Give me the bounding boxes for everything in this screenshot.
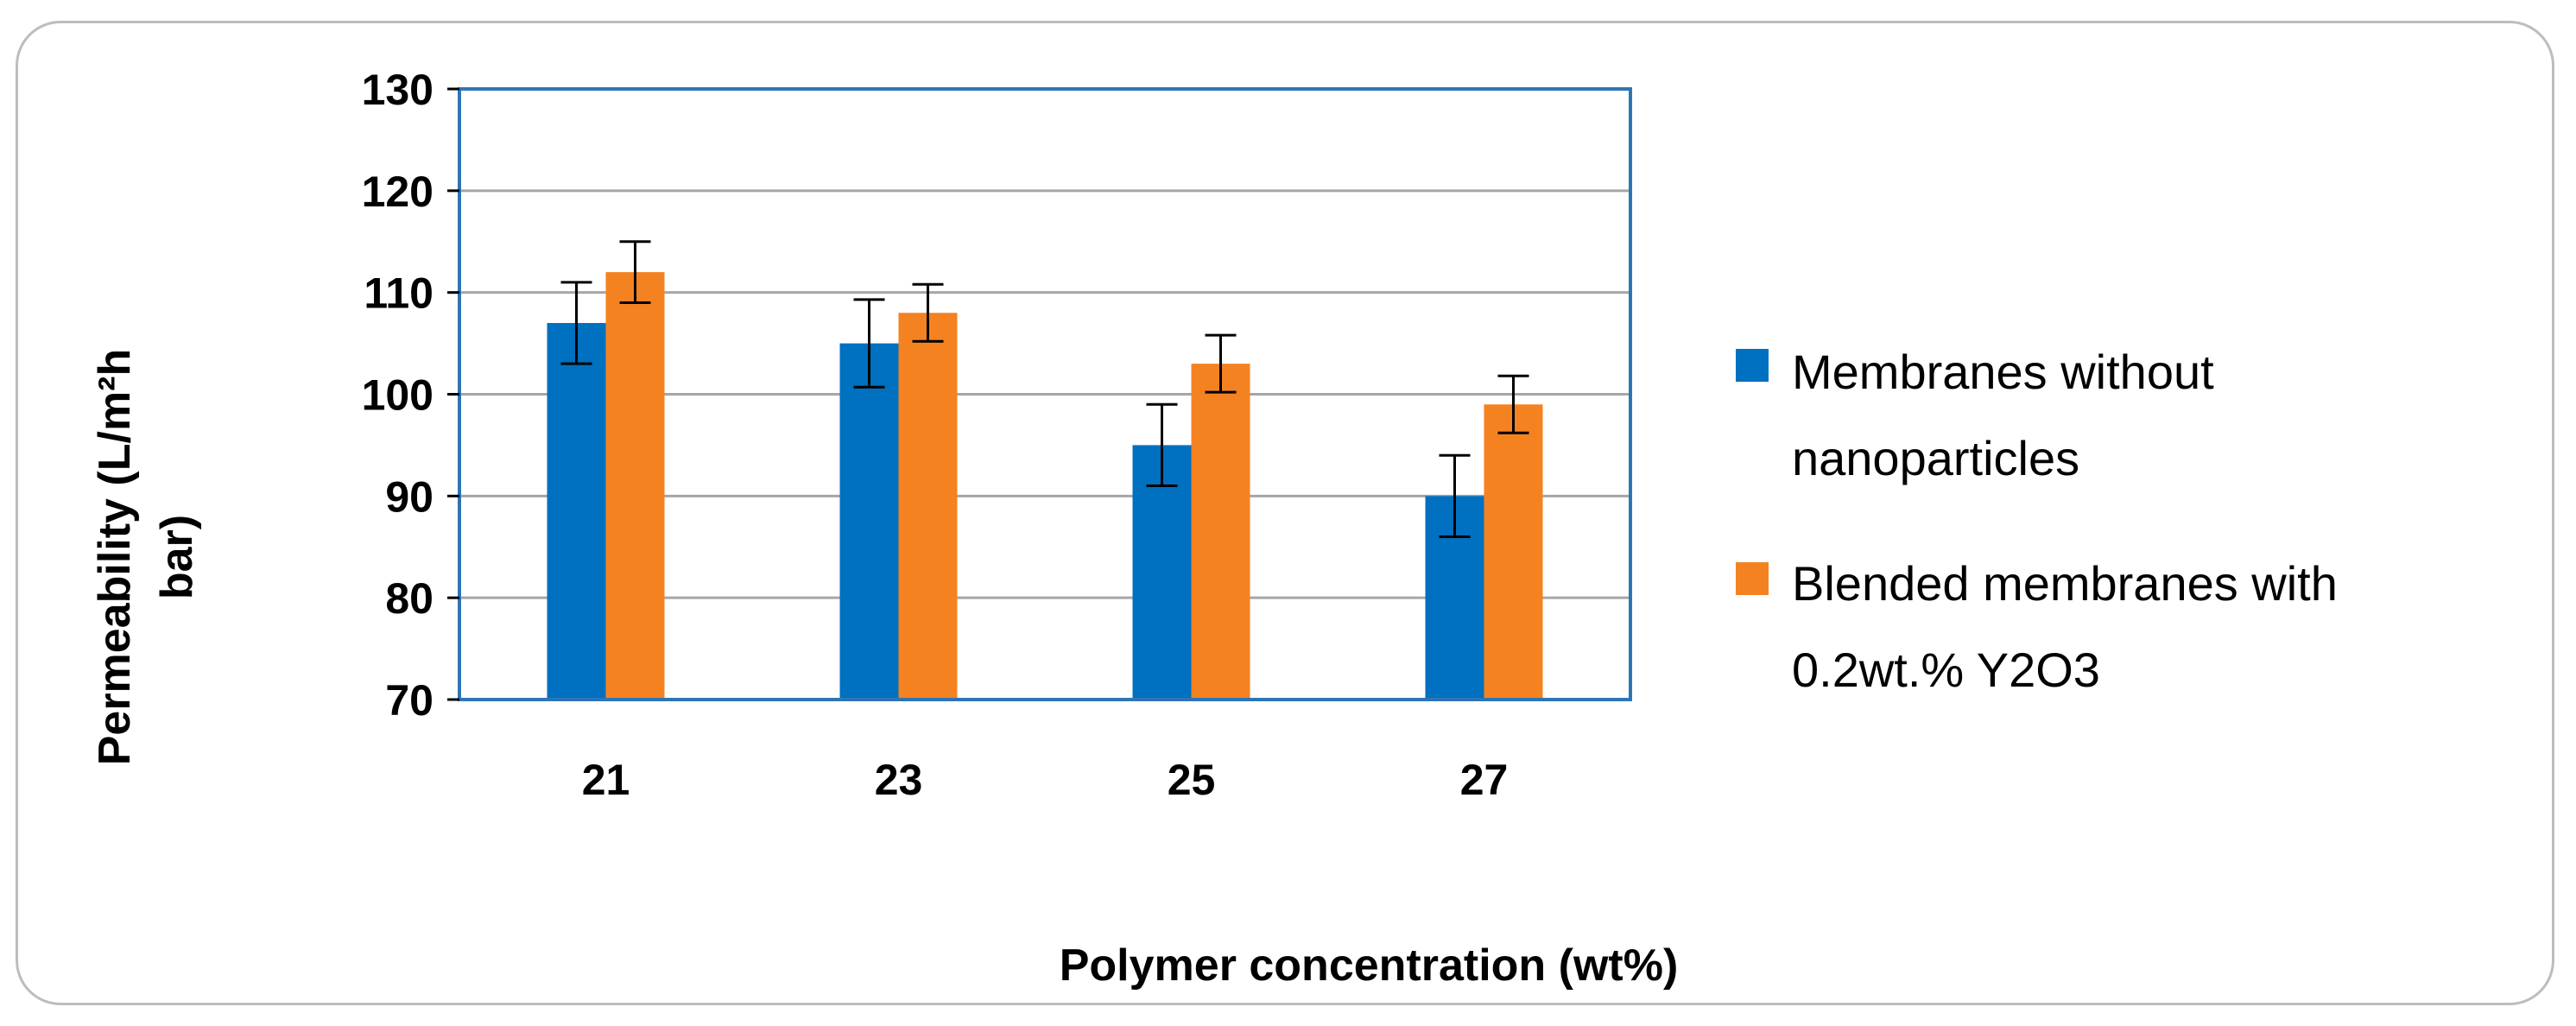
- legend-label-blended-membranes-line-2: 0.2wt.% Y2O3: [1792, 643, 2100, 697]
- legend-swatch-membranes-without-nanoparticles: [1736, 349, 1769, 382]
- x-tick-label: 27: [1460, 756, 1509, 804]
- y-tick-label: 110: [364, 269, 434, 318]
- y-axis-title: Permeability (L/m²h bar): [90, 349, 202, 766]
- x-tick-label: 21: [582, 756, 630, 804]
- y-tick-label: 80: [385, 574, 434, 623]
- bar: [1484, 404, 1543, 700]
- legend: Membranes without nanoparticles Blended …: [1736, 345, 2338, 697]
- x-tick-label: 25: [1168, 756, 1216, 804]
- y-axis-title-line-2: bar): [152, 515, 202, 599]
- bars: [547, 272, 1543, 700]
- legend-label-blended-membranes-line-1: Blended membranes with: [1792, 556, 2338, 611]
- bar: [1191, 364, 1250, 700]
- y-axis-title-line-1: Permeability (L/m²h: [90, 349, 140, 766]
- legend-label-membranes-without-nanoparticles-line-1: Membranes without: [1792, 345, 2214, 399]
- y-tick-label: 120: [362, 168, 434, 216]
- error-bars: [560, 240, 1529, 538]
- x-tick-labels: 21 23 25 27: [582, 756, 1509, 804]
- x-tick-label: 23: [875, 756, 923, 804]
- y-tick-label: 130: [362, 66, 434, 114]
- y-tick-labels: 70 80 90 100 110 120 130: [362, 66, 459, 725]
- legend-swatch-blended-membranes: [1736, 562, 1769, 595]
- legend-label-membranes-without-nanoparticles-line-2: nanoparticles: [1792, 431, 2079, 485]
- chart-frame: [16, 21, 2554, 1005]
- bar: [605, 272, 665, 700]
- bar: [547, 323, 606, 700]
- bar: [1132, 445, 1192, 700]
- y-tick-label: 90: [385, 472, 434, 521]
- x-axis-title: Polymer concentration (wt%): [1060, 940, 1679, 991]
- y-tick-label: 100: [362, 371, 434, 420]
- y-tick-label: 70: [385, 676, 434, 725]
- bar: [839, 343, 899, 700]
- bar: [898, 313, 958, 700]
